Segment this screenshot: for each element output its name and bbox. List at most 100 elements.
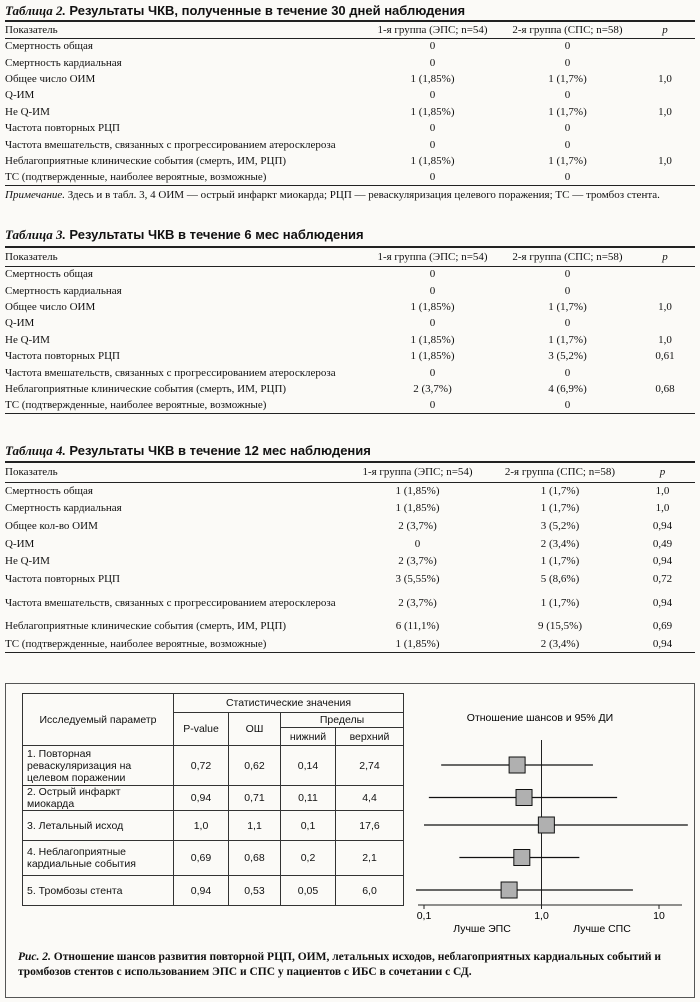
- table-label: Таблица 4.: [5, 443, 66, 458]
- p-value-cell: 0,72: [173, 745, 229, 786]
- table-row: Смертность общая 0 0: [5, 38, 695, 54]
- title-text: Результаты ЧКВ, полученные в течение 30 …: [69, 3, 466, 18]
- table-cell: 0: [564, 317, 571, 330]
- table-cell: 1 (1,85%): [395, 485, 440, 498]
- table-row: Не Q-ИМ 1 (1,85%) 1 (1,7%) 1,0: [5, 332, 695, 348]
- caption-text: Отношение шансов развития повторной РЦП,…: [18, 951, 662, 978]
- upper-cell: 2,1: [334, 840, 405, 876]
- table-cell: 0,94: [652, 596, 673, 609]
- table-cell: Смертность общая: [5, 485, 93, 498]
- table-cell: Неблагоприятные клинические события (сме…: [5, 382, 287, 395]
- p-value-cell: 0,69: [173, 840, 229, 876]
- table-cell: 1 (1,7%): [540, 502, 580, 515]
- table-row: Общее кол-во ОИМ 2 (3,7%) 3 (5,2%) 0,94: [5, 517, 695, 535]
- table-cell: 1 (1,7%): [548, 154, 587, 167]
- forest-table: Исследуемый параметр Статистические значе…: [22, 693, 405, 906]
- table-cell: 1,0: [655, 485, 670, 498]
- table-cell: Не Q-ИМ: [5, 555, 50, 568]
- table-cell: [635, 169, 695, 185]
- table-cell: 1,0: [658, 333, 672, 346]
- table-cell: 1,0: [658, 72, 672, 85]
- table-cell: 1 (1,7%): [540, 596, 580, 609]
- table-cell: Смертность кардиальная: [5, 56, 122, 69]
- lower-cell: 0,11: [280, 785, 336, 811]
- table-title: Таблица 3. Результаты ЧКВ в течение 6 ме…: [5, 227, 364, 243]
- table-row: Неблагоприятные клинические события (сме…: [5, 381, 695, 397]
- parameter-cell: 5. Тромбозы стента: [22, 875, 174, 906]
- table-cell: Частота вмешательств, связанных с прогре…: [5, 366, 336, 379]
- table-cell: 6 (11,1%): [395, 620, 440, 633]
- table-cell: 1 (1,7%): [548, 105, 587, 118]
- table-row: Общее число ОИМ 1 (1,85%) 1 (1,7%) 1,0: [5, 299, 695, 315]
- table-cell: Частота повторных РЦП: [5, 350, 121, 363]
- table-row: Смертность общая 1 (1,85%) 1 (1,7%) 1,0: [5, 482, 695, 500]
- table-row: Частота вмешательств, связанных с прогре…: [5, 588, 695, 618]
- header-row: нижний верхний: [23, 727, 405, 746]
- table-cell: Частота повторных РЦП: [5, 122, 121, 135]
- table-cell: 2 (3,4%): [540, 537, 580, 550]
- header-cell: p: [635, 21, 695, 39]
- header-cell: P-value: [173, 712, 229, 746]
- header-row: Показатель 1-я группа (ЭПС; n=54) 2-я груп…: [5, 21, 695, 39]
- table-cell: Q-ИМ: [5, 537, 35, 550]
- table-cell: 9 (15,5%): [538, 620, 582, 633]
- odds-ratio-cell: 0,68: [228, 840, 281, 876]
- table-cell: Общее число ОИМ: [5, 72, 96, 85]
- table-cell: Смертность кардиальная: [5, 502, 122, 515]
- header-cell: Показатель: [5, 21, 365, 39]
- table-cell: ТС (подтвержденные, наиболее вероятные, …: [5, 171, 267, 184]
- table-row: Смертность кардиальная 0 0: [5, 54, 695, 70]
- table-cell: 0: [564, 399, 571, 412]
- table-cell: Общее кол-во ОИМ: [5, 519, 98, 532]
- table-cell: 1,0: [658, 154, 672, 167]
- table-cell: [635, 38, 695, 54]
- table-cell: Частота вмешательств, связанных с прогре…: [5, 138, 336, 151]
- table-cell: Смертность общая: [5, 268, 93, 281]
- table-cell: 2 (3,7%): [398, 519, 437, 532]
- p-value-cell: 0,94: [173, 875, 229, 906]
- table-cell: 1 (1,85%): [410, 300, 455, 313]
- table-row: Неблагоприятные клинические события (сме…: [5, 618, 695, 636]
- table-cell: [635, 120, 695, 136]
- header-cell: 2-я группа (СПС; n=58): [500, 247, 635, 267]
- table-row: Частота повторных РЦП 1 (1,85%) 3 (5,2%) 0,…: [5, 348, 695, 364]
- lower-cell: 0,05: [280, 875, 336, 906]
- table-cell: Неблагоприятные клинические события (сме…: [5, 154, 287, 167]
- table-row: Не Q-ИМ 2 (3,7%) 1 (1,7%) 0,94: [5, 552, 695, 570]
- table-row: Частота вмешательств, связанных с прогре…: [5, 136, 695, 152]
- table-row: Смертность общая 0 0: [5, 266, 695, 282]
- table-cell: 1 (1,85%): [410, 154, 455, 167]
- table-cell: [635, 397, 695, 413]
- header-cell: Показатель: [5, 462, 345, 483]
- table-row: Общее число ОИМ 1 (1,85%) 1 (1,7%) 1,0: [5, 71, 695, 87]
- table-cell: 0: [429, 40, 436, 53]
- odds-ratio-cell: 0,71: [228, 785, 281, 811]
- header-cell: 2-я группа (СПС; n=58): [500, 21, 635, 39]
- table-row: ТС (подтвержденные, наиболее вероятные, …: [5, 169, 695, 185]
- table-row: Q-ИМ 0 2 (3,4%) 0,49: [5, 535, 695, 553]
- p-value-cell: 0,94: [173, 785, 229, 811]
- table-cell: 2 (3,7%): [398, 596, 437, 609]
- table-row: 1. Повторная реваскуляризация на целевом…: [22, 745, 405, 786]
- header-cell: 2-я группа (СПС; n=58): [490, 462, 630, 483]
- table-row: 2. Острый инфаркт миокарда 0,94 0,71 0,11 4,…: [22, 785, 405, 811]
- table-row: Частота повторных РЦП 3 (5,55%) 5 (8,6%) 0,…: [5, 570, 695, 588]
- table-cell: [635, 136, 695, 152]
- table-cell: [635, 364, 695, 380]
- header-cell: Показатель: [5, 247, 365, 267]
- header-row: Исследуемый параметр Статистические значе…: [22, 693, 405, 746]
- table-cell: Смертность общая: [5, 40, 93, 53]
- upper-cell: 2,74: [334, 745, 405, 786]
- table-cell: 1 (1,85%): [410, 350, 455, 363]
- header-row: Показатель 1-я группа (ЭПС; n=54) 2-я груп…: [5, 462, 695, 483]
- table-cell: 2 (3,7%): [413, 382, 452, 395]
- table-cell: 0,69: [652, 620, 673, 633]
- table-cell: [635, 87, 695, 103]
- p-value-cell: 1,0: [173, 810, 229, 841]
- table-cell: 3 (5,55%): [395, 572, 440, 585]
- table-label: Таблица 2.: [5, 3, 66, 18]
- table-cell: 0,94: [652, 555, 673, 568]
- table-row: ТС (подтвержденные, наиболее вероятные, …: [5, 635, 695, 653]
- table-row: Частота вмешательств, связанных с прогре…: [5, 364, 695, 380]
